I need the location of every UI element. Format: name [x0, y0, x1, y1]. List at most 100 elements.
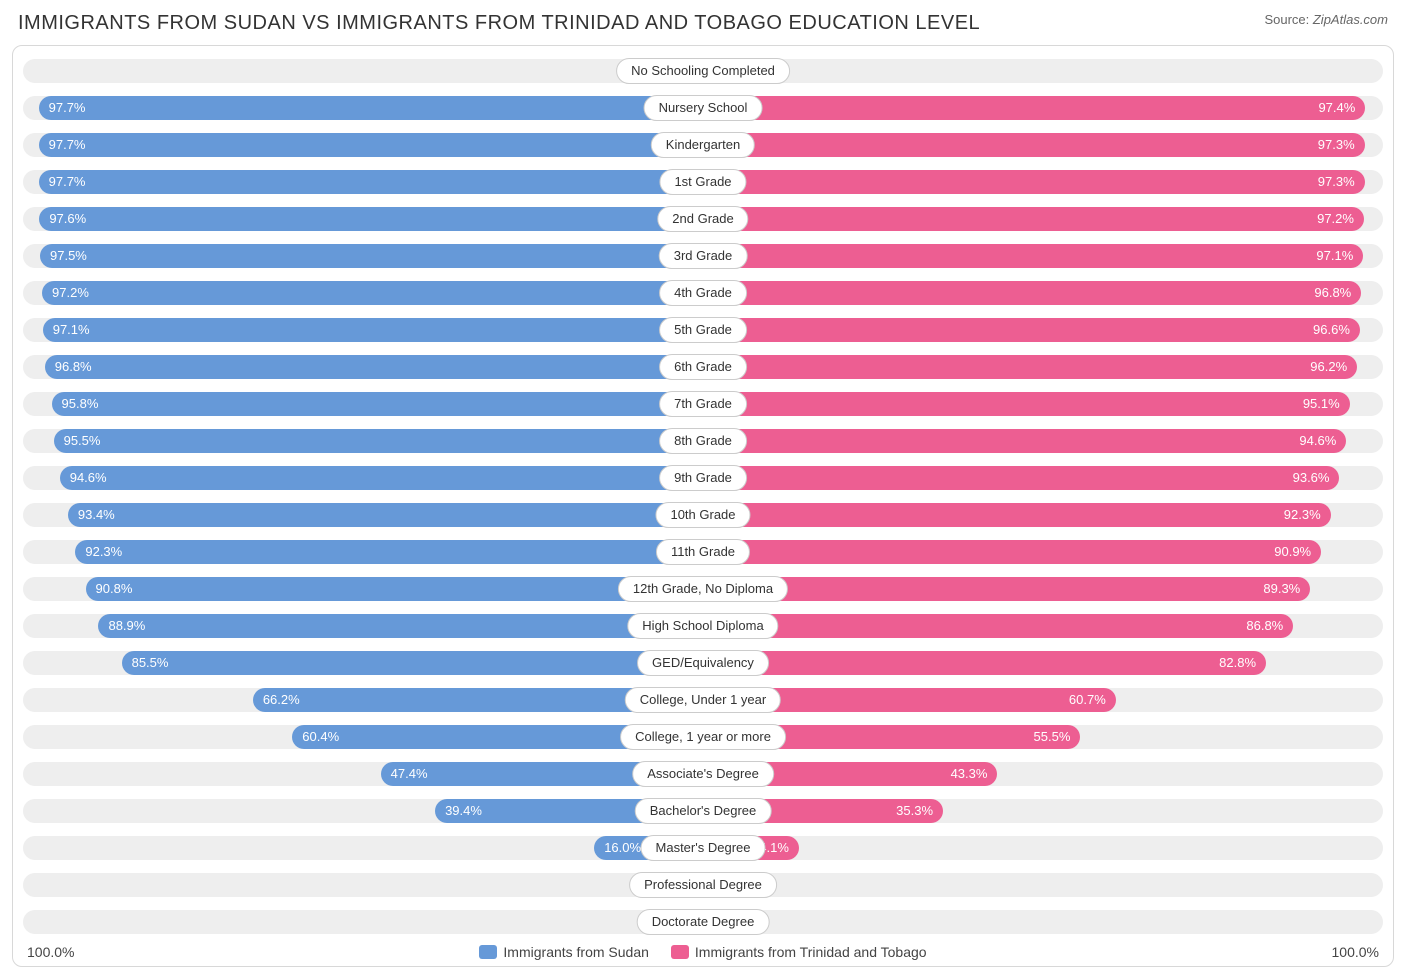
- legend-item-right: Immigrants from Trinidad and Tobago: [671, 944, 927, 960]
- bar-right: [703, 614, 1293, 638]
- value-left: 97.1%: [43, 318, 100, 342]
- value-right: 96.6%: [1303, 318, 1360, 342]
- bar-right: [703, 318, 1360, 342]
- chart-row: 85.5%82.8%GED/Equivalency: [23, 648, 1383, 678]
- bar-right: [703, 355, 1357, 379]
- legend-swatch-left: [479, 945, 497, 959]
- chart-row: 96.8% 96.2% 6th Grade: [23, 352, 1383, 382]
- category-label: 12th Grade, No Diploma: [618, 576, 788, 602]
- chart-row: 2.3%2.6%No Schooling Completed: [23, 56, 1383, 86]
- axis-left-label: 100.0%: [27, 944, 74, 960]
- value-right: 43.3%: [941, 762, 998, 786]
- value-left: 93.4%: [68, 503, 125, 527]
- value-left: 47.4%: [381, 762, 438, 786]
- bar-right: [703, 281, 1361, 305]
- value-left: 92.3%: [75, 540, 132, 564]
- value-left: 95.8%: [52, 392, 109, 416]
- category-label: Kindergarten: [651, 132, 755, 158]
- bar-left: [39, 207, 703, 231]
- value-left: 95.5%: [54, 429, 111, 453]
- source-credit: Source: ZipAtlas.com: [1264, 12, 1388, 27]
- category-label: 1st Grade: [659, 169, 746, 195]
- bar-right: [703, 133, 1365, 157]
- value-left: 94.6%: [60, 466, 117, 490]
- chart-row: 97.7% 97.4% Nursery School: [23, 93, 1383, 123]
- category-label: 9th Grade: [659, 465, 747, 491]
- value-left: 39.4%: [435, 799, 492, 823]
- category-label: No Schooling Completed: [616, 58, 790, 84]
- value-right: 97.1%: [1306, 244, 1363, 268]
- chart-row: 60.4%55.5%College, 1 year or more: [23, 722, 1383, 752]
- chart-row: 97.6% 97.2% 2nd Grade: [23, 204, 1383, 234]
- bar-left: [122, 651, 703, 675]
- category-label: Doctorate Degree: [637, 909, 770, 935]
- bar-left: [40, 244, 703, 268]
- bar-right: [703, 96, 1365, 120]
- legend-item-left: Immigrants from Sudan: [479, 944, 649, 960]
- bar-left: [98, 614, 703, 638]
- value-left: 96.8%: [45, 355, 102, 379]
- value-right: 55.5%: [1024, 725, 1081, 749]
- value-left: 88.9%: [98, 614, 155, 638]
- bar-left: [60, 466, 703, 490]
- value-right: 92.3%: [1274, 503, 1331, 527]
- chart-row: 47.4%43.3%Associate's Degree: [23, 759, 1383, 789]
- chart-row: 39.4%35.3%Bachelor's Degree: [23, 796, 1383, 826]
- chart-row: 95.8%95.1%7th Grade: [23, 389, 1383, 419]
- value-right: 97.4%: [1308, 96, 1365, 120]
- category-label: 10th Grade: [655, 502, 750, 528]
- category-label: 6th Grade: [659, 354, 747, 380]
- bar-left: [52, 392, 703, 416]
- legend-swatch-right: [671, 945, 689, 959]
- bar-right: [703, 170, 1365, 194]
- category-label: College, Under 1 year: [625, 687, 781, 713]
- bar-left: [39, 133, 703, 157]
- chart-container: 2.3%2.6%No Schooling Completed 97.7% 97.4%…: [12, 45, 1394, 967]
- value-left: 60.4%: [292, 725, 349, 749]
- chart-row: 88.9% 86.8% High School Diploma: [23, 611, 1383, 641]
- category-label: Nursery School: [644, 95, 763, 121]
- chart-row: 92.3%90.9%11th Grade: [23, 537, 1383, 567]
- value-right: 97.3%: [1308, 133, 1365, 157]
- value-right: 96.2%: [1300, 355, 1357, 379]
- value-left: 97.6%: [39, 207, 96, 231]
- bar-right: [703, 503, 1331, 527]
- category-label: 2nd Grade: [657, 206, 748, 232]
- source-prefix: Source:: [1264, 12, 1312, 27]
- bar-left: [54, 429, 703, 453]
- bar-left: [39, 96, 703, 120]
- value-right: 97.2%: [1307, 207, 1364, 231]
- legend: Immigrants from Sudan Immigrants from Tr…: [479, 944, 926, 960]
- chart-row: 2.2%1.5%Doctorate Degree: [23, 907, 1383, 937]
- value-left: 97.7%: [39, 170, 96, 194]
- value-left: 97.5%: [40, 244, 97, 268]
- chart-row: 4.9%3.9%Professional Degree: [23, 870, 1383, 900]
- category-label: High School Diploma: [627, 613, 778, 639]
- chart-row: 95.5%94.6%8th Grade: [23, 426, 1383, 456]
- category-label: 5th Grade: [659, 317, 747, 343]
- chart-row: 90.8%89.3%12th Grade, No Diploma: [23, 574, 1383, 604]
- value-right: 60.7%: [1059, 688, 1116, 712]
- value-right: 82.8%: [1209, 651, 1266, 675]
- value-left: 97.7%: [39, 133, 96, 157]
- value-right: 86.8%: [1236, 614, 1293, 638]
- chart-row: 97.1% 96.6% 5th Grade: [23, 315, 1383, 345]
- value-right: 97.3%: [1308, 170, 1365, 194]
- category-label: Master's Degree: [641, 835, 766, 861]
- category-label: 4th Grade: [659, 280, 747, 306]
- category-label: 7th Grade: [659, 391, 747, 417]
- chart-title: IMMIGRANTS FROM SUDAN VS IMMIGRANTS FROM…: [18, 12, 980, 35]
- category-label: Bachelor's Degree: [635, 798, 772, 824]
- value-left: 97.2%: [42, 281, 99, 305]
- axis-right-label: 100.0%: [1332, 944, 1379, 960]
- category-label: 11th Grade: [656, 539, 750, 565]
- legend-label-left: Immigrants from Sudan: [503, 944, 649, 960]
- value-left: 97.7%: [39, 96, 96, 120]
- value-right: 94.6%: [1289, 429, 1346, 453]
- value-left: 90.8%: [86, 577, 143, 601]
- chart-rows: 2.3%2.6%No Schooling Completed 97.7% 97.4%…: [23, 56, 1383, 937]
- bar-left: [75, 540, 703, 564]
- bar-left: [86, 577, 703, 601]
- chart-row: 97.5%97.1%3rd Grade: [23, 241, 1383, 271]
- legend-label-right: Immigrants from Trinidad and Tobago: [695, 944, 927, 960]
